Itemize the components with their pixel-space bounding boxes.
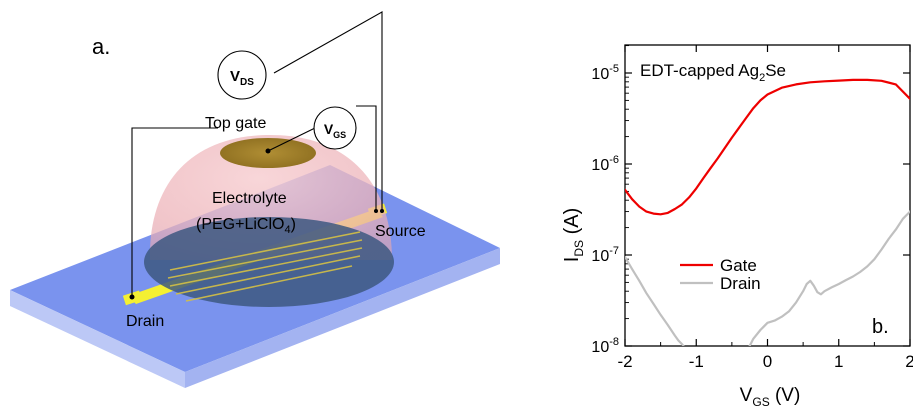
formula-pre: (PEG+LiClO — [196, 216, 284, 233]
chart-title: EDT-capped Ag2Se — [640, 61, 786, 84]
source-contact-dot-1 — [374, 209, 378, 213]
series-line-drain — [748, 210, 910, 346]
x-label-main: V — [740, 385, 753, 406]
series-layer — [625, 78, 910, 346]
legend-label-gate: Gate — [720, 256, 757, 275]
x-label-post: (V) — [770, 385, 801, 406]
substrate-side-face — [185, 248, 500, 388]
y-axis-ticks: 10-8 10-7 10-6 10-5 — [591, 45, 910, 356]
svg-text:VGS: VGS — [324, 121, 346, 140]
circuit-wires — [131, 11, 383, 295]
y-label-sub: DS — [572, 240, 586, 257]
plot-frame — [624, 44, 911, 347]
electrolyte-label: Electrolyte — [212, 190, 287, 207]
series-line-gate — [625, 78, 910, 216]
x-tick-label: 1 — [834, 352, 843, 371]
vgs-meter: VGS — [313, 106, 357, 150]
x-tick-label: 0 — [763, 352, 772, 371]
x-axis-label: VGS (V) — [740, 385, 801, 409]
electrolyte-formula: (PEG+LiClO4) — [196, 216, 296, 236]
x-tick-label: -2 — [617, 352, 632, 371]
chart-title-post: Se — [765, 61, 786, 80]
vgs-sub: GS — [333, 130, 346, 140]
x-tick-label: -1 — [689, 352, 704, 371]
series-line-drain — [625, 255, 685, 346]
x-axis-ticks: -2 -1 0 1 2 — [617, 45, 913, 371]
formula-post: ) — [291, 216, 296, 233]
y-tick-label: 10-7 — [591, 245, 619, 265]
panel-b-label: b. — [872, 316, 889, 338]
source-label: Source — [375, 223, 426, 240]
top-gate-label: Top gate — [205, 115, 266, 132]
chart-title-sub: 2 — [759, 72, 765, 84]
y-tick-label: 10-6 — [591, 154, 619, 174]
drain-label: Drain — [126, 313, 164, 330]
vds-meter: VDS — [217, 50, 267, 100]
y-axis-label: IDS (A) — [561, 208, 586, 262]
legend-label-drain: Drain — [720, 274, 761, 293]
y-label-post: (A) — [561, 208, 583, 240]
channel-film — [144, 217, 394, 307]
source-contact-dot-2 — [380, 209, 384, 213]
legend: Gate Drain — [680, 256, 761, 293]
x-label-sub: GS — [752, 395, 769, 409]
vgs-main: V — [324, 121, 334, 137]
vds-sub: DS — [240, 77, 254, 88]
y-tick-label: 10-8 — [591, 336, 619, 356]
formula-sub: 4 — [284, 224, 290, 236]
panel-a-schematic: VDS VGS a. Top gate Electrolyte (PEG+LiC… — [10, 11, 500, 388]
vds-main: V — [230, 68, 240, 85]
svg-text:VDS: VDS — [230, 68, 254, 88]
x-tick-label: 2 — [905, 352, 913, 371]
drain-contact-dot — [129, 294, 135, 300]
gate-contact-dot — [265, 148, 271, 154]
interdigitated-lines — [167, 231, 363, 302]
y-tick-label: 10-5 — [591, 63, 619, 83]
substrate-front-face — [10, 290, 185, 388]
panel-b-chart: -2 -1 0 1 2 10-810-710-610-5 EDT-capped Ag2S… — [561, 44, 913, 409]
chart-title-pre: EDT-capped Ag — [640, 61, 759, 80]
panel-a-label: a. — [92, 34, 110, 59]
y-label-main: I — [561, 257, 583, 263]
